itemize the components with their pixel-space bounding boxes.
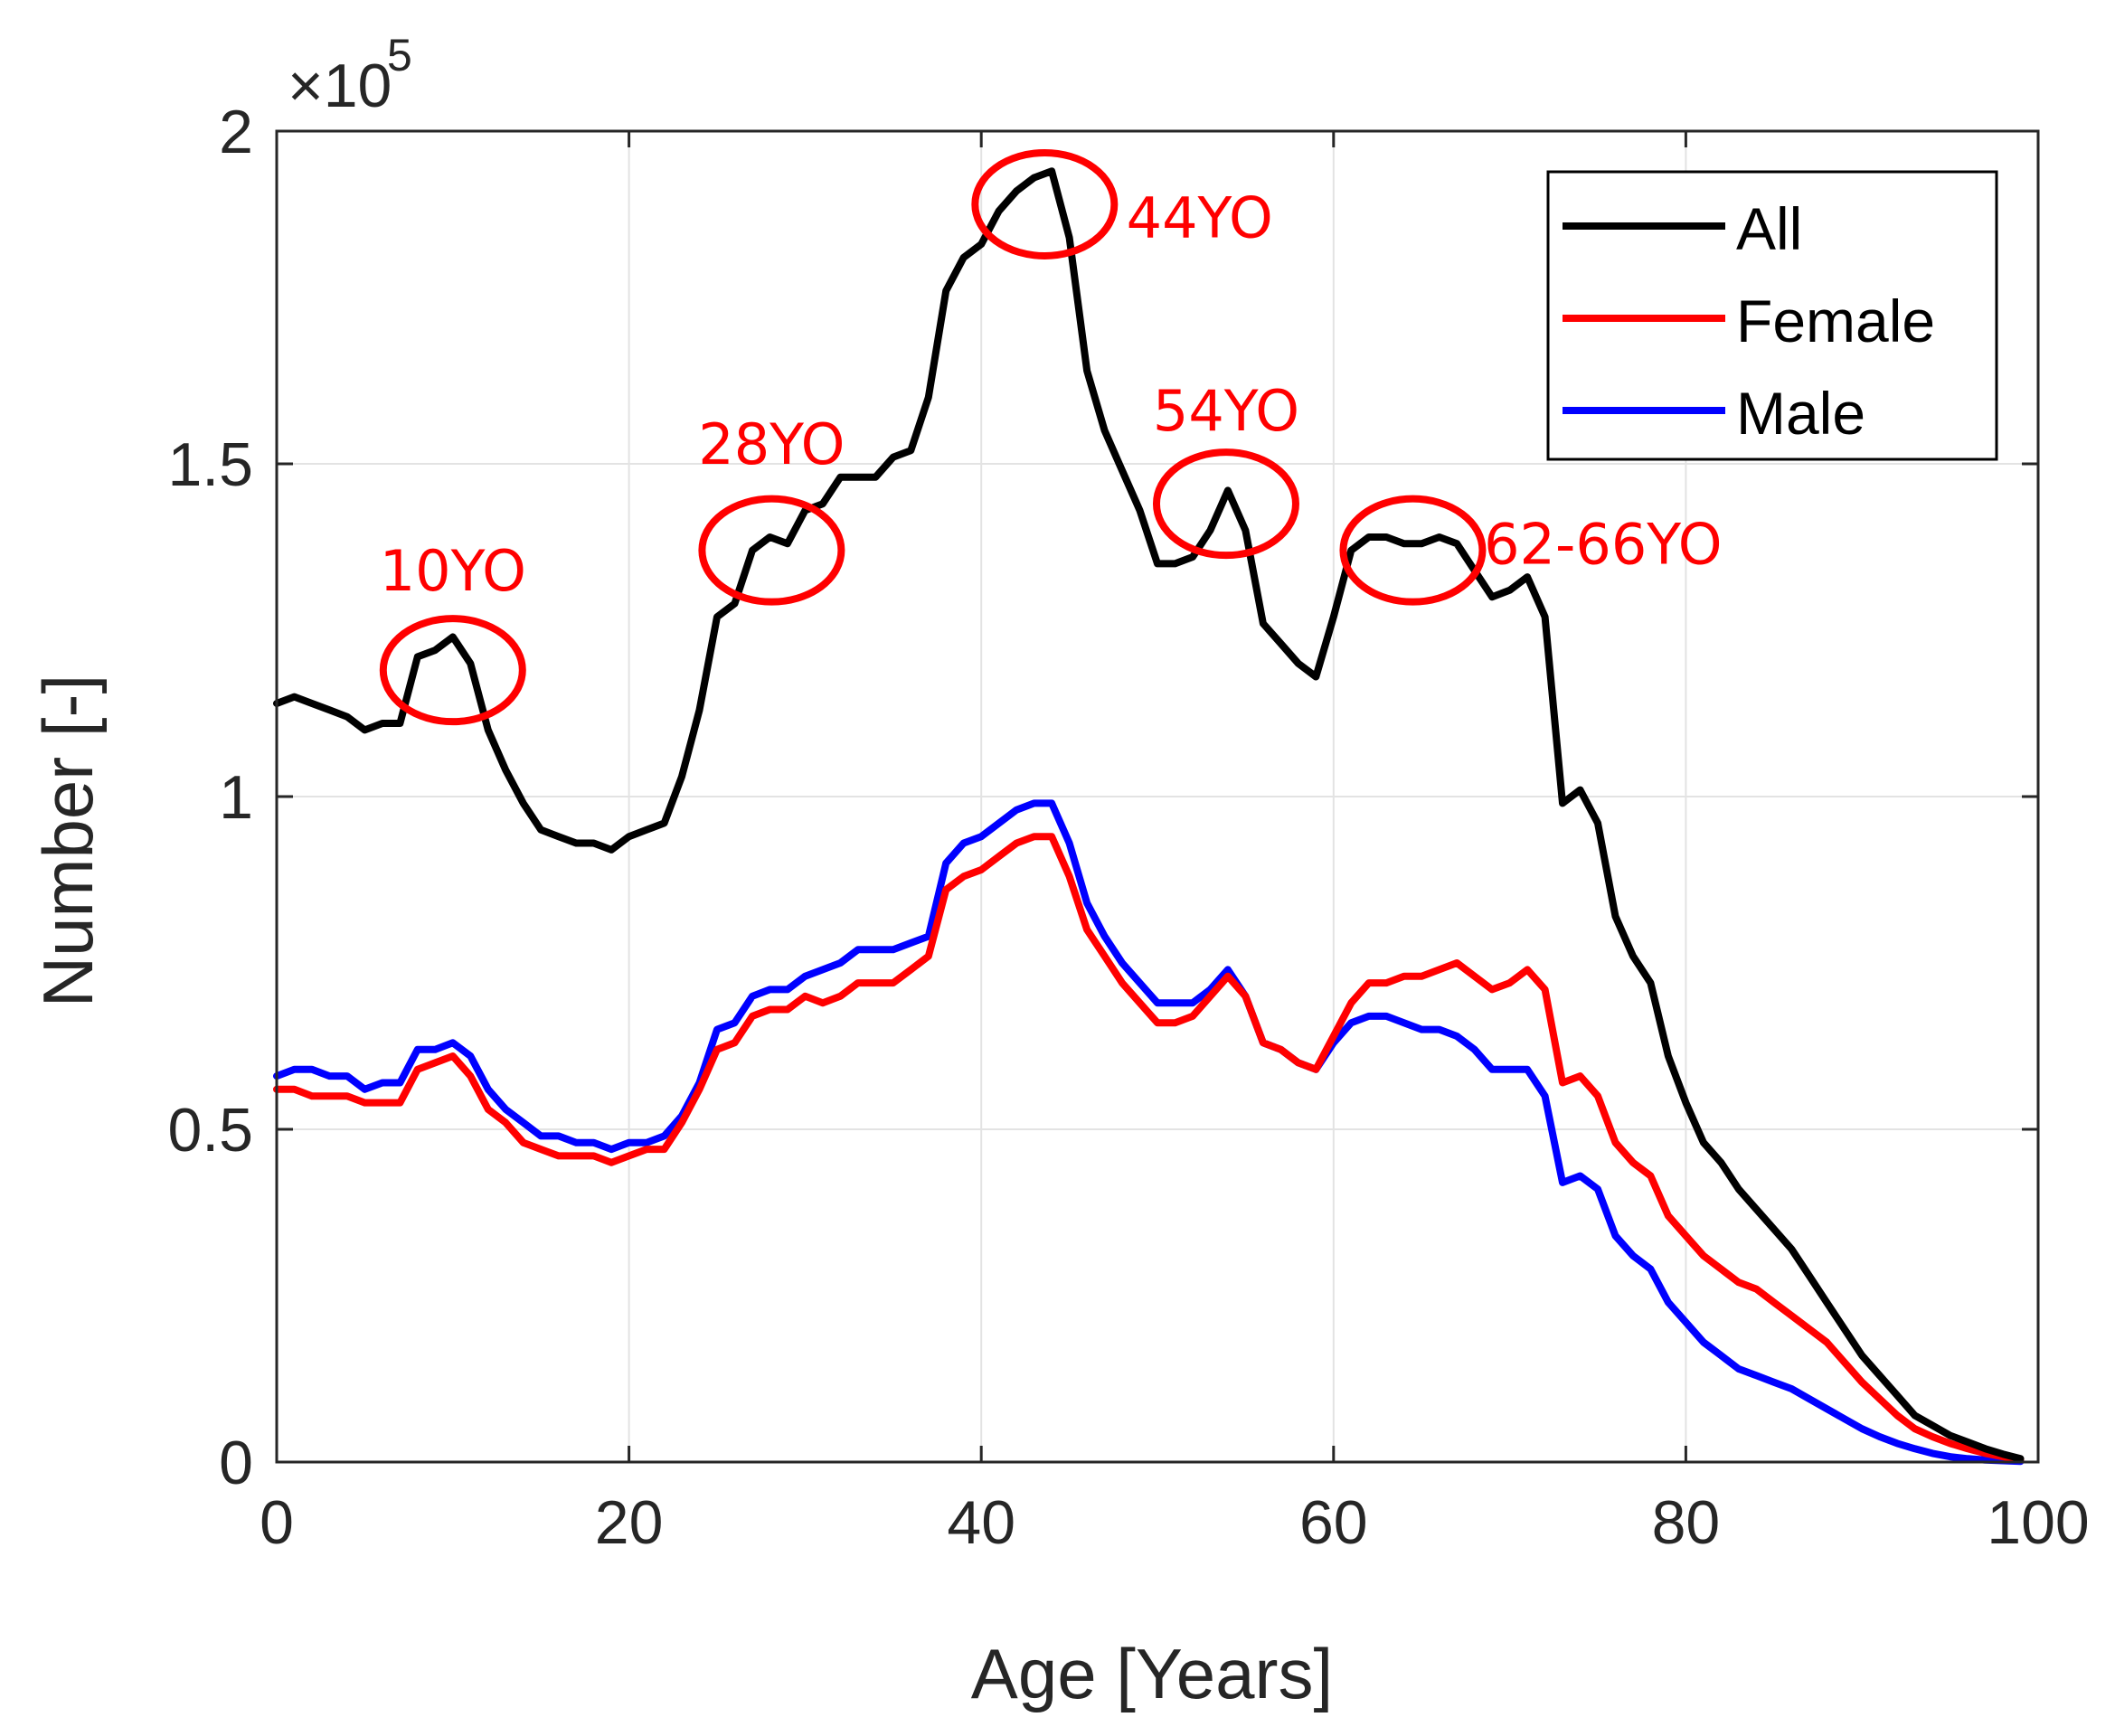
y-tick-label: 0	[219, 1429, 253, 1497]
x-tick-label: 40	[947, 1488, 1015, 1557]
series-line-female	[273, 833, 2025, 1464]
annotation-circle	[1152, 448, 1299, 560]
annotation-label: 62-66YO	[1484, 511, 1722, 577]
y-tick-label: 1.5	[167, 430, 253, 499]
annotation-circle	[1339, 495, 1487, 606]
series-line-male	[273, 799, 2025, 1466]
x-tick-label: 100	[1987, 1488, 2089, 1557]
legend: All Female Male	[1546, 170, 1998, 461]
annotation-label: 10YO	[380, 538, 526, 604]
series-lines	[273, 167, 2025, 1466]
x-tick-label: 0	[260, 1488, 294, 1557]
y-tick-label: 2	[219, 98, 253, 166]
legend-label-female: Female	[1736, 288, 1935, 354]
x-tick-label: 60	[1299, 1488, 1368, 1557]
axis-ticks: 0 20 40 60 80 100 0 0.5 1 1.5 2	[167, 98, 2089, 1557]
y-axis-label: Number [-]	[28, 675, 108, 1007]
x-tick-label: 80	[1652, 1488, 1721, 1557]
y-exponent-base: ×10	[288, 52, 392, 120]
legend-label-male: Male	[1736, 380, 1865, 447]
legend-label-all: All	[1736, 195, 1802, 262]
y-tick-label: 0.5	[167, 1096, 253, 1165]
annotation-circle	[971, 148, 1119, 259]
annotation-label: 28YO	[698, 411, 845, 477]
annotation-circle	[698, 495, 845, 606]
annotation-label: 54YO	[1153, 378, 1299, 444]
x-axis-label: Age [Years]	[971, 1634, 1333, 1713]
x-tick-label: 20	[595, 1488, 664, 1557]
y-exponent-power: 5	[387, 30, 412, 80]
annotations: 10YO 28YO 44YO 54YO 62-66YO	[379, 148, 1723, 726]
annotation-circle	[379, 615, 526, 726]
annotation-label: 44YO	[1127, 185, 1273, 251]
series-line-all	[273, 167, 2025, 1463]
y-tick-label: 1	[219, 763, 253, 832]
